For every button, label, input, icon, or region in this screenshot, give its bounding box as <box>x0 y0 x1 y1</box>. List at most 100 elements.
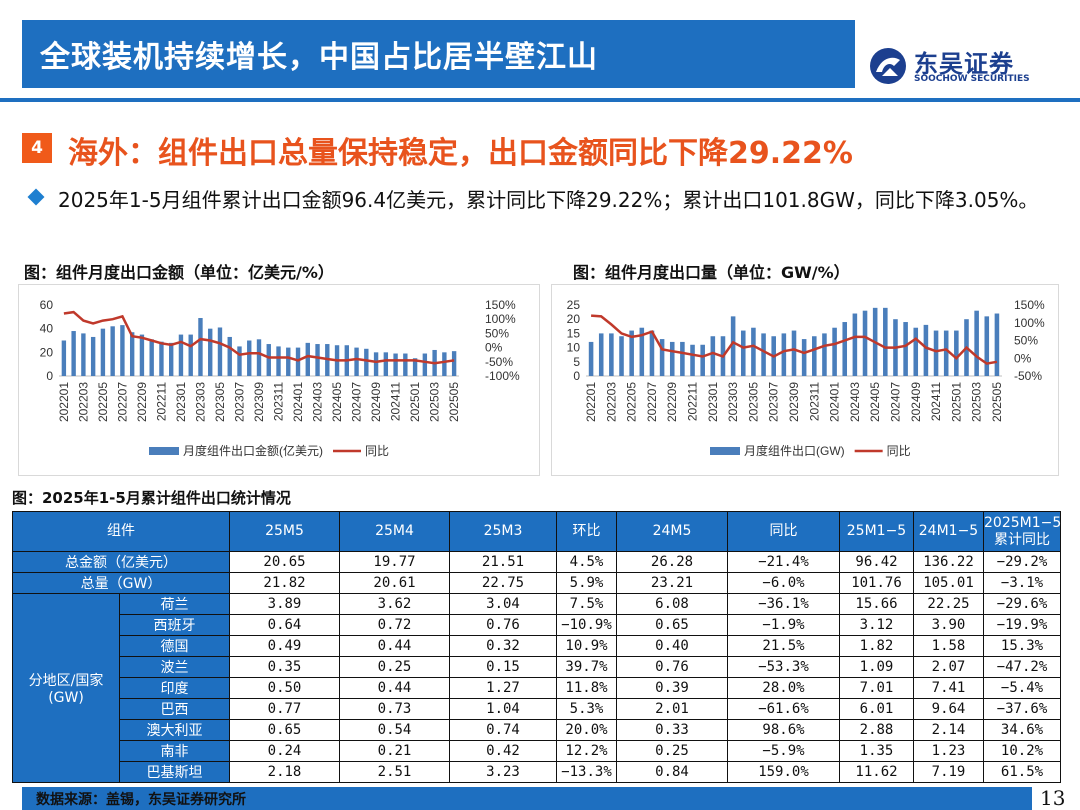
bar <box>169 342 174 376</box>
table-cell: 1.35 <box>839 740 914 762</box>
table-cell: −3.1% <box>983 572 1061 594</box>
x-tick-label: 202211 <box>154 382 168 421</box>
table-cell: 0.35 <box>229 656 340 678</box>
table-cell: 34.6% <box>983 719 1061 741</box>
legend-bar-swatch <box>710 447 740 455</box>
table-cell: 3.12 <box>839 614 914 636</box>
table-row: 南非 0.24 0.21 0.42 12.2% 0.25 −5.9% 1.35 1.23 10.2… <box>13 740 1061 762</box>
legend-line-label: 同比 <box>887 444 911 458</box>
x-tick-label: 202505 <box>990 382 1004 422</box>
x-tick-label: 202303 <box>193 382 207 422</box>
table-cell: 0.21 <box>339 740 450 762</box>
bar <box>903 322 908 376</box>
section-title: 海外：组件出口总量保持稳定，出口金额同比下降29.22% <box>68 136 853 171</box>
x-tick-label: 202307 <box>767 382 781 422</box>
header-line-2: 累计同比 <box>994 531 1050 548</box>
region-group-label-2: (GW) <box>48 690 84 706</box>
bar <box>256 339 262 376</box>
region-name: 巴西 <box>119 698 230 720</box>
table-cell: −36.1% <box>727 593 840 615</box>
bar <box>923 324 929 376</box>
legend-line-label: 同比 <box>365 444 389 458</box>
table-cell: −10.9% <box>556 614 617 636</box>
bar <box>198 318 203 376</box>
x-tick-label: 202305 <box>213 382 227 422</box>
table-cell: 21.51 <box>449 551 557 573</box>
y-right-tick-label: 0% <box>485 341 503 355</box>
table-cell: −53.3% <box>727 656 840 678</box>
y-left-tick-label: 5 <box>573 355 580 369</box>
table-cell: −61.6% <box>727 698 840 720</box>
bar <box>943 330 949 376</box>
chart-1-svg: 0 20 40 60 150%100%50%0%-50%-100% 202201 20220… <box>40 298 520 458</box>
bar <box>710 336 716 376</box>
table-cell: 6.08 <box>616 593 728 615</box>
x-tick-label: 202311 <box>807 382 821 421</box>
bar <box>286 347 291 376</box>
bar <box>422 353 428 376</box>
table-cell: 2.01 <box>616 698 728 720</box>
table-row: 西班牙 0.64 0.72 0.76 −10.9% 0.65 −1.9% 3.12 3.90 −1… <box>13 614 1061 636</box>
table-cell: 26.28 <box>616 551 728 573</box>
header-line-1: 2025M1−5 <box>984 514 1062 531</box>
region-group-label-1: 分地区/国家 <box>28 673 104 689</box>
bar <box>149 339 154 376</box>
table-cell: 7.19 <box>913 761 984 783</box>
table-cell: 22.25 <box>913 593 984 615</box>
y-right-tick-label: 100% <box>485 312 516 326</box>
chart-2-title: 图：组件月度出口量（单位：GW/%） <box>573 263 850 282</box>
y-left-tick-label: 40 <box>40 322 54 336</box>
table-cell: 3.90 <box>913 614 984 636</box>
bar <box>305 342 310 376</box>
table-header-row: 组件 25M5 25M4 25M3 环比 24M5 同比 25M1−5 24M1… <box>12 511 1062 552</box>
y-left-tick-label: 20 <box>40 345 54 359</box>
x-tick-label: 202409 <box>909 382 923 422</box>
x-tick-label: 202303 <box>726 382 740 422</box>
y-right-tick-label: -100% <box>485 369 520 383</box>
chart-1-container: 0 20 40 60 150% 100% 50% 0% -50% -100% 202201 20220… <box>18 284 540 476</box>
region-name: 澳大利亚 <box>119 719 230 741</box>
table-cell: 11.8% <box>556 677 617 699</box>
x-tick-label: 202311 <box>272 382 286 421</box>
table-cell: 19.77 <box>339 551 450 573</box>
table-cell: 0.39 <box>616 677 728 699</box>
table-cell: 1.04 <box>449 698 557 720</box>
table-row: 波兰 0.35 0.25 0.15 39.7% 0.76 −53.3% 1.09 2.07 −47… <box>13 656 1061 678</box>
bar <box>71 331 76 376</box>
x-tick-label: 202209 <box>665 382 679 422</box>
bar <box>619 336 624 376</box>
table-row: 德国 0.49 0.44 0.32 10.9% 0.40 21.5% 1.82 1.58 15.3… <box>13 635 1061 657</box>
table-cell: 21.82 <box>229 572 340 594</box>
y-left-tick-label: 60 <box>40 298 54 312</box>
table-cell: 0.54 <box>339 719 450 741</box>
bar <box>862 310 868 376</box>
bullet-text: 2025年1-5月组件累计出口金额96.4亿美元，累计同比下降29.22%；累计… <box>58 188 1039 212</box>
x-tick-label: 202501 <box>408 382 422 422</box>
footer-band <box>22 787 1032 810</box>
row-label: 总量（GW） <box>12 572 230 594</box>
x-tick-label: 202505 <box>447 382 461 422</box>
table-cell: 105.01 <box>913 572 984 594</box>
yoy-line <box>591 314 998 365</box>
x-tick-label: 202211 <box>686 382 700 421</box>
bar <box>237 346 242 376</box>
bar <box>629 330 634 376</box>
row-label: 总金额（亿美元） <box>12 551 230 573</box>
x-tick-label: 202409 <box>369 382 383 422</box>
bar <box>609 333 614 376</box>
bar <box>913 327 919 376</box>
logo-name-cn: 东吴证券 <box>914 50 1014 78</box>
x-tick-label: 202309 <box>787 382 801 422</box>
table-cell: 0.65 <box>616 614 728 636</box>
bar <box>639 327 645 376</box>
table-cell: 7.5% <box>556 593 617 615</box>
bar <box>781 333 787 376</box>
bar <box>403 353 408 376</box>
x-tick-label: 202203 <box>76 382 90 422</box>
table-cell: −1.9% <box>727 614 840 636</box>
table-row: 分地区/国家 (GW) 荷兰 3.89 3.62 3.04 7.5% 6.08 −36.1% 15… <box>12 593 1061 783</box>
bar <box>276 346 281 376</box>
bar <box>954 330 959 376</box>
bar <box>383 352 389 376</box>
table-cell: 3.89 <box>229 593 340 615</box>
